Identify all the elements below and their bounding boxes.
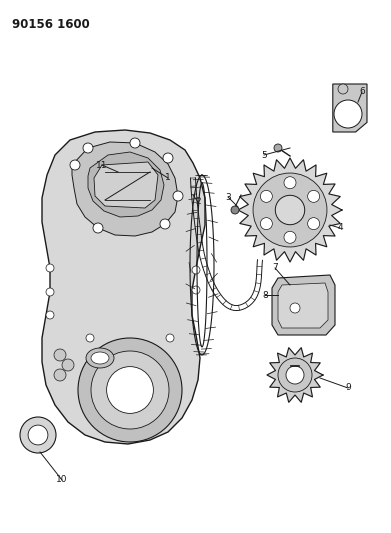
Circle shape xyxy=(20,417,56,453)
Circle shape xyxy=(290,303,300,313)
Text: 3: 3 xyxy=(225,192,231,201)
Circle shape xyxy=(260,190,273,203)
Circle shape xyxy=(286,366,304,384)
Polygon shape xyxy=(94,162,158,208)
Circle shape xyxy=(46,288,54,296)
Text: 1: 1 xyxy=(165,174,171,182)
Polygon shape xyxy=(238,158,342,262)
Circle shape xyxy=(231,206,239,214)
Circle shape xyxy=(166,334,174,342)
Circle shape xyxy=(334,100,362,128)
Text: 2: 2 xyxy=(195,198,201,206)
Circle shape xyxy=(54,349,66,361)
Polygon shape xyxy=(267,348,323,402)
Circle shape xyxy=(260,217,273,230)
Circle shape xyxy=(284,177,296,189)
Text: 4: 4 xyxy=(337,223,343,232)
Text: 8: 8 xyxy=(262,290,268,300)
Circle shape xyxy=(70,160,80,170)
Circle shape xyxy=(86,334,94,342)
Ellipse shape xyxy=(91,352,109,364)
Circle shape xyxy=(91,351,169,429)
Circle shape xyxy=(130,138,140,148)
Circle shape xyxy=(78,338,182,442)
Circle shape xyxy=(93,223,103,233)
Text: 90156 1600: 90156 1600 xyxy=(12,18,90,31)
Circle shape xyxy=(338,84,348,94)
Polygon shape xyxy=(42,130,205,444)
Circle shape xyxy=(46,311,54,319)
Polygon shape xyxy=(88,152,164,217)
Text: 5: 5 xyxy=(261,150,267,159)
Text: 9: 9 xyxy=(345,384,351,392)
Circle shape xyxy=(160,219,170,229)
Circle shape xyxy=(173,191,183,201)
Circle shape xyxy=(192,286,200,294)
Polygon shape xyxy=(278,283,328,328)
Circle shape xyxy=(46,264,54,272)
Circle shape xyxy=(308,190,319,203)
Circle shape xyxy=(274,144,282,152)
Circle shape xyxy=(83,143,93,153)
Circle shape xyxy=(278,358,312,392)
Circle shape xyxy=(163,153,173,163)
Polygon shape xyxy=(272,275,335,335)
Circle shape xyxy=(192,266,200,274)
Text: 6: 6 xyxy=(359,87,365,96)
Polygon shape xyxy=(72,142,178,236)
Circle shape xyxy=(253,173,327,247)
Text: 11: 11 xyxy=(96,160,108,169)
Text: 10: 10 xyxy=(56,475,68,484)
Polygon shape xyxy=(333,84,367,132)
Circle shape xyxy=(284,231,296,243)
Circle shape xyxy=(107,367,153,414)
Circle shape xyxy=(62,359,74,371)
Circle shape xyxy=(275,195,305,225)
Circle shape xyxy=(54,369,66,381)
Circle shape xyxy=(28,425,48,445)
Ellipse shape xyxy=(86,348,114,368)
Circle shape xyxy=(308,217,319,230)
Text: 7: 7 xyxy=(272,263,278,272)
